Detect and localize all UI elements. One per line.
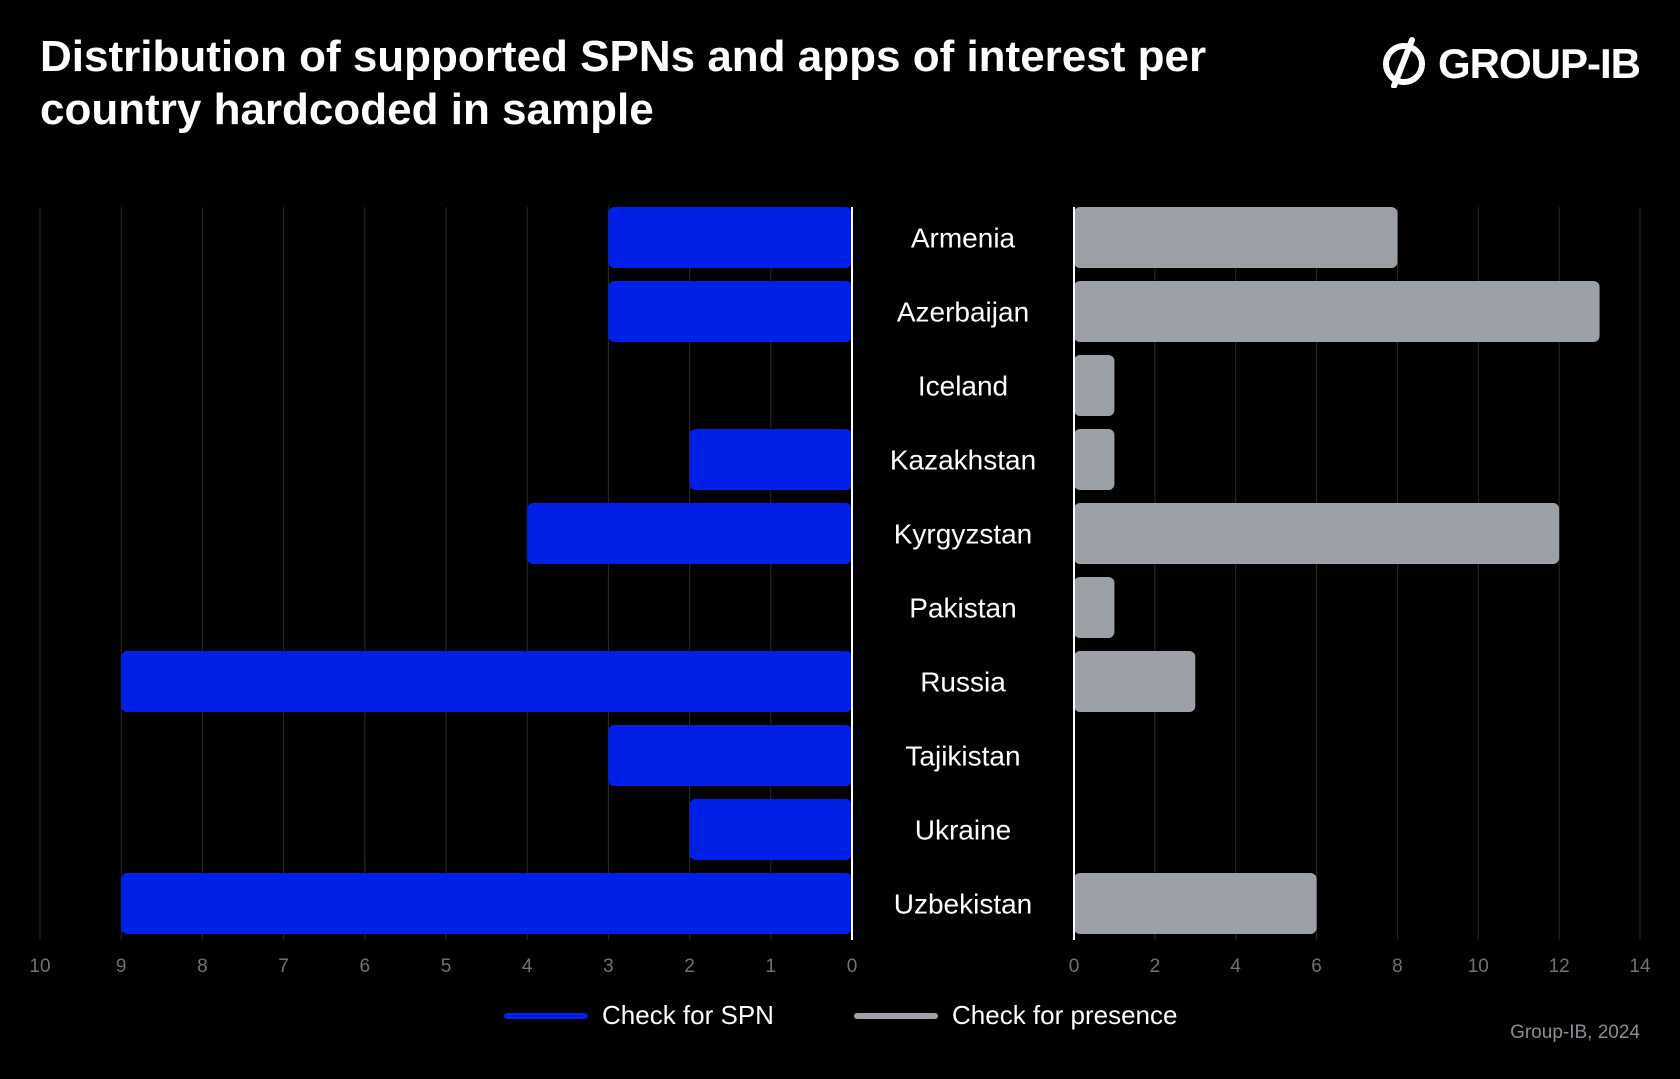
category-label-kyrgyzstan: Kyrgyzstan bbox=[894, 519, 1033, 550]
tick-label-left-3: 3 bbox=[603, 956, 614, 977]
category-label-armenia: Armenia bbox=[911, 223, 1016, 254]
brand-logo: GROUP-IB bbox=[1382, 36, 1641, 93]
logo-text: GROUP-IB bbox=[1438, 40, 1641, 87]
category-label-ukraine: Ukraine bbox=[915, 815, 1011, 846]
category-label-russia: Russia bbox=[920, 667, 1006, 698]
bar-spn-tajikistan bbox=[608, 725, 852, 786]
bar-spn-uzbekistan bbox=[121, 873, 852, 934]
tick-label-left-1: 1 bbox=[766, 956, 777, 977]
page-title: Distribution of supported SPNs and apps … bbox=[40, 32, 1207, 134]
tick-label-left-4: 4 bbox=[522, 956, 533, 977]
bar-presence-kyrgyzstan bbox=[1074, 503, 1560, 564]
group-ib-logo-icon bbox=[1382, 36, 1430, 93]
tick-label-left-2: 2 bbox=[684, 956, 695, 977]
legend-swatch-spn bbox=[504, 1012, 588, 1019]
category-label-tajikistan: Tajikistan bbox=[905, 741, 1020, 772]
bar-spn-russia bbox=[121, 651, 852, 712]
bar-presence-iceland bbox=[1074, 355, 1115, 416]
tick-label-right-2: 2 bbox=[1150, 956, 1161, 977]
tick-label-left-5: 5 bbox=[441, 956, 452, 977]
tick-label-right-8: 8 bbox=[1392, 956, 1403, 977]
category-label-pakistan: Pakistan bbox=[909, 593, 1016, 624]
tick-label-right-0: 0 bbox=[1069, 956, 1080, 977]
bar-spn-kyrgyzstan bbox=[527, 503, 852, 564]
tick-label-left-6: 6 bbox=[360, 956, 371, 977]
source-credit: Group-IB, 2024 bbox=[1510, 1022, 1640, 1043]
tick-label-left-10: 10 bbox=[29, 956, 50, 977]
bar-spn-ukraine bbox=[689, 799, 852, 860]
bar-presence-armenia bbox=[1074, 207, 1398, 268]
tick-label-right-12: 12 bbox=[1549, 956, 1570, 977]
bar-presence-kazakhstan bbox=[1074, 429, 1115, 490]
category-label-uzbekistan: Uzbekistan bbox=[894, 889, 1033, 920]
category-label-kazakhstan: Kazakhstan bbox=[890, 445, 1036, 476]
category-label-azerbaijan: Azerbaijan bbox=[897, 297, 1029, 328]
bar-spn-azerbaijan bbox=[608, 281, 852, 342]
tick-label-right-14: 14 bbox=[1629, 956, 1651, 977]
tick-label-left-9: 9 bbox=[116, 956, 127, 977]
category-label-iceland: Iceland bbox=[918, 371, 1008, 402]
tick-label-right-10: 10 bbox=[1468, 956, 1489, 977]
bar-presence-azerbaijan bbox=[1074, 281, 1600, 342]
bar-spn-kazakhstan bbox=[689, 429, 852, 490]
bar-presence-uzbekistan bbox=[1074, 873, 1317, 934]
tick-label-right-6: 6 bbox=[1311, 956, 1322, 977]
legend-label-presence: Check for presence bbox=[952, 1000, 1178, 1030]
tick-label-left-7: 7 bbox=[278, 956, 289, 977]
legend-swatch-presence bbox=[854, 1012, 938, 1019]
legend-label-spn: Check for SPN bbox=[602, 1000, 774, 1030]
legend-item-spn: Check for SPN bbox=[504, 1000, 774, 1031]
tick-label-right-4: 4 bbox=[1230, 956, 1241, 977]
bar-presence-pakistan bbox=[1074, 577, 1115, 638]
bar-presence-russia bbox=[1074, 651, 1196, 712]
bar-spn-armenia bbox=[608, 207, 852, 268]
legend-item-presence: Check for presence bbox=[854, 1000, 1177, 1031]
tick-label-left-8: 8 bbox=[197, 956, 208, 977]
tick-label-left-0: 0 bbox=[847, 956, 858, 977]
